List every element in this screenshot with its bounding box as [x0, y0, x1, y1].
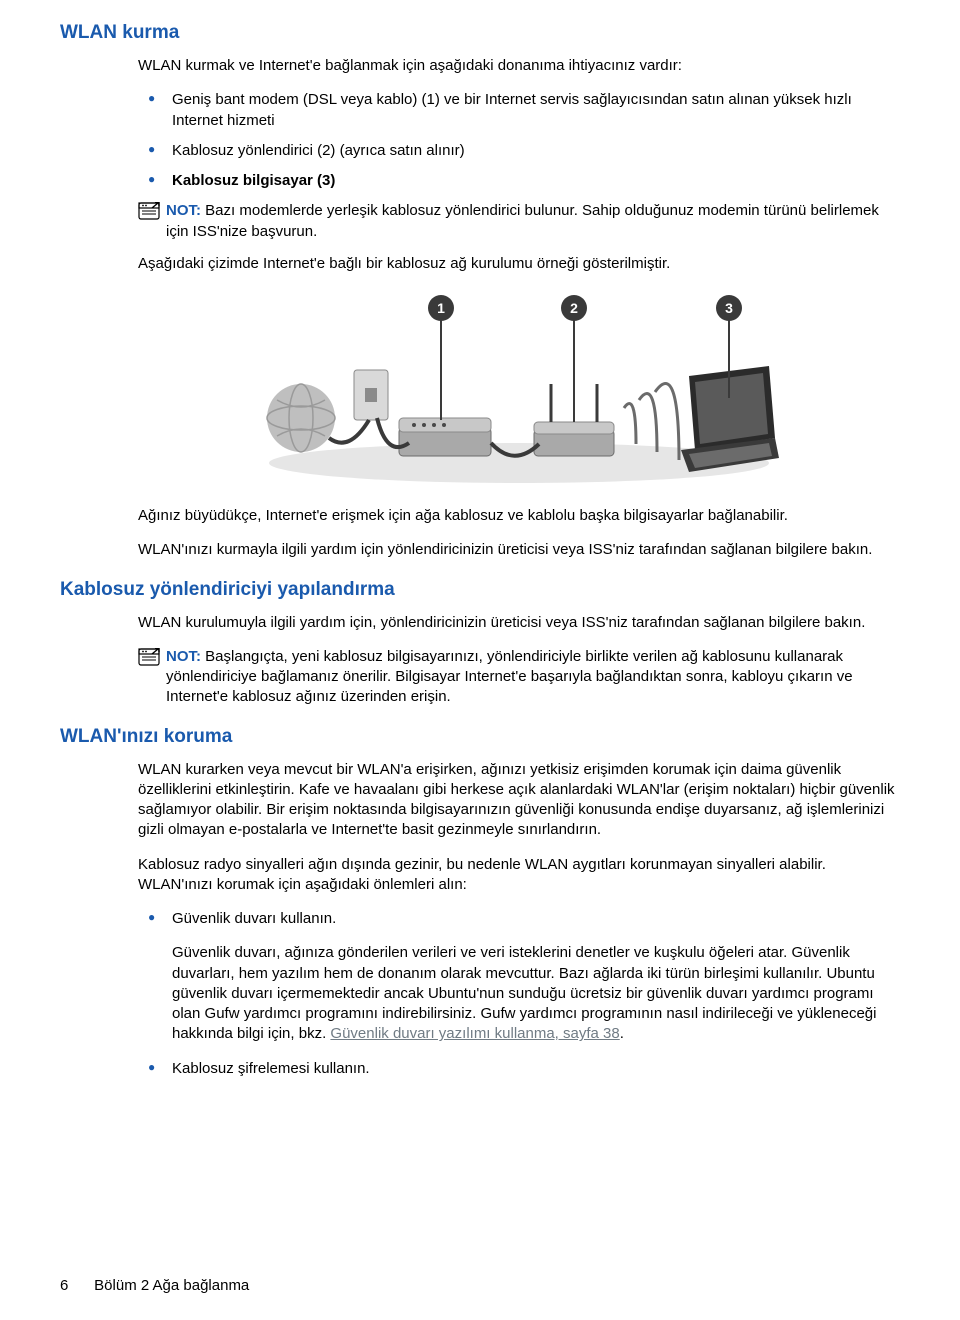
- firewall-body-after: .: [620, 1025, 624, 1042]
- note-body: Başlangıçta, yeni kablosuz bilgisayarını…: [166, 648, 853, 706]
- list-item: Güvenlik duvarı kullanın. Güvenlik duvar…: [138, 909, 900, 1045]
- heading-wlan-kurma: WLAN kurma: [60, 22, 900, 44]
- network-diagram: 1 2 3: [259, 288, 779, 488]
- firewall-link[interactable]: Güvenlik duvarı yazılımı kullanma, sayfa…: [330, 1025, 619, 1042]
- page-footer: 6 Bölüm 2 Ağa bağlanma: [60, 1277, 249, 1294]
- note-icon: [138, 202, 160, 220]
- page: WLAN kurma WLAN kurmak ve Internet'e bağ…: [0, 0, 960, 1320]
- list-item-text: Kablosuz yönlendirici (2) (ayrıca satın …: [172, 142, 465, 159]
- post-note-text: Aşağıdaki çizimde Internet'e bağlı bir k…: [138, 254, 900, 274]
- note-block: NOT: Bazı modemlerde yerleşik kablosuz y…: [138, 201, 900, 242]
- after-diagram-1: Ağınız büyüdükçe, Internet'e erişmek içi…: [138, 506, 900, 526]
- firewall-body: Güvenlik duvarı, ağınıza gönderilen veri…: [172, 943, 900, 1044]
- heading-wlan-protect: WLAN'ınızı koruma: [60, 726, 900, 748]
- note-icon: [138, 648, 160, 666]
- equipment-list: Geniş bant modem (DSL veya kablo) (1) ve…: [138, 90, 900, 191]
- note-block: NOT: Başlangıçta, yeni kablosuz bilgisay…: [138, 647, 900, 708]
- note-label: NOT:: [166, 202, 201, 219]
- chapter-label: Bölüm 2 Ağa bağlanma: [94, 1277, 249, 1294]
- list-item-text: Kablosuz bilgisayar (3): [172, 172, 335, 189]
- diagram-label-2: 2: [570, 300, 578, 316]
- protection-list: Güvenlik duvarı kullanın. Güvenlik duvar…: [138, 909, 900, 1079]
- firewall-lead: Güvenlik duvarı kullanın.: [172, 909, 900, 929]
- section-1-body: WLAN kurmak ve Internet'e bağlanmak için…: [138, 56, 900, 561]
- section3-para1: WLAN kurarken veya mevcut bir WLAN'a eri…: [138, 760, 900, 841]
- encryption-text: Kablosuz şifrelemesi kullanın.: [172, 1060, 370, 1077]
- diagram-label-1: 1: [437, 300, 445, 316]
- list-item: Kablosuz şifrelemesi kullanın.: [138, 1059, 900, 1079]
- list-item: Kablosuz bilgisayar (3): [138, 171, 900, 191]
- section-2-body: WLAN kurulumuyla ilgili yardım için, yön…: [138, 613, 900, 708]
- note-body: Bazı modemlerde yerleşik kablosuz yönlen…: [166, 202, 879, 239]
- after-diagram-2: WLAN'ınızı kurmayla ilgili yardım için y…: [138, 540, 900, 560]
- page-number: 6: [60, 1277, 90, 1294]
- list-item-text: Geniş bant modem (DSL veya kablo) (1) ve…: [172, 91, 852, 128]
- section3-para2: Kablosuz radyo sinyalleri ağın dışında g…: [138, 855, 900, 896]
- intro-text: WLAN kurmak ve Internet'e bağlanmak için…: [138, 56, 900, 76]
- list-item: Geniş bant modem (DSL veya kablo) (1) ve…: [138, 90, 900, 131]
- heading-router-config: Kablosuz yönlendiriciyi yapılandırma: [60, 579, 900, 601]
- section2-para1: WLAN kurulumuyla ilgili yardım için, yön…: [138, 613, 900, 633]
- diagram-label-3: 3: [725, 300, 733, 316]
- section-3-body: WLAN kurarken veya mevcut bir WLAN'a eri…: [138, 760, 900, 1079]
- note-label: NOT:: [166, 648, 201, 665]
- list-item: Kablosuz yönlendirici (2) (ayrıca satın …: [138, 141, 900, 161]
